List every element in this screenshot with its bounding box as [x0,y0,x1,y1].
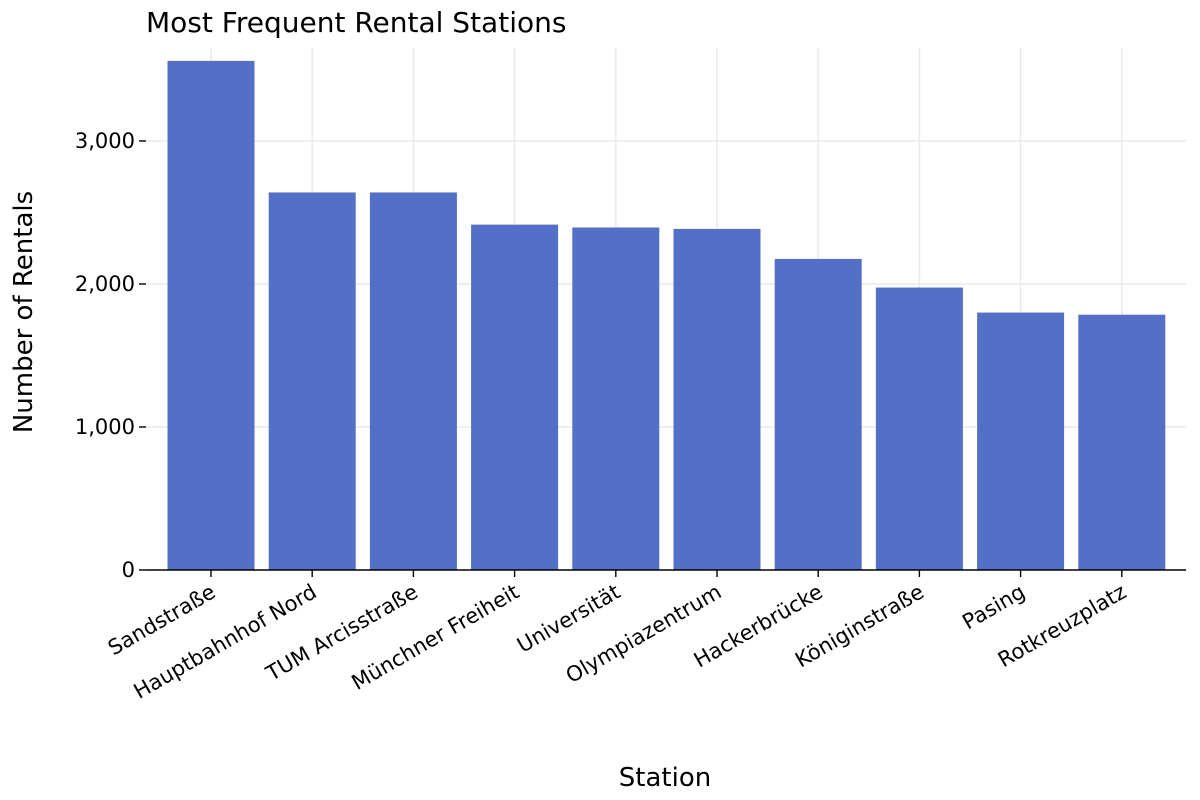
bars [167,60,1166,571]
bar [774,258,862,570]
y-tick-label: 0 [122,558,135,582]
x-tick-label: Pasing [958,580,1029,635]
y-axis-ticks: 0 1,000 2,000 3,000 [75,129,146,582]
bar [1078,314,1166,570]
y-tick-label: 3,000 [75,129,135,153]
bar [369,192,457,570]
bar [268,192,356,570]
y-axis-title: Number of Rentals [9,191,39,433]
x-tick-label: Münchner Freiheit [347,580,523,695]
bar [471,224,559,570]
chart-title: Most Frequent Rental Stations [146,6,566,39]
bar [167,60,255,571]
y-tick-label: 2,000 [75,272,135,296]
bar [875,287,963,570]
x-tick-label: Hauptbahnhof Nord [130,580,321,704]
bar [673,228,761,570]
y-tick-label: 1,000 [75,415,135,439]
bar [977,312,1065,570]
bar [572,227,660,571]
x-axis-title: Station [619,763,711,793]
